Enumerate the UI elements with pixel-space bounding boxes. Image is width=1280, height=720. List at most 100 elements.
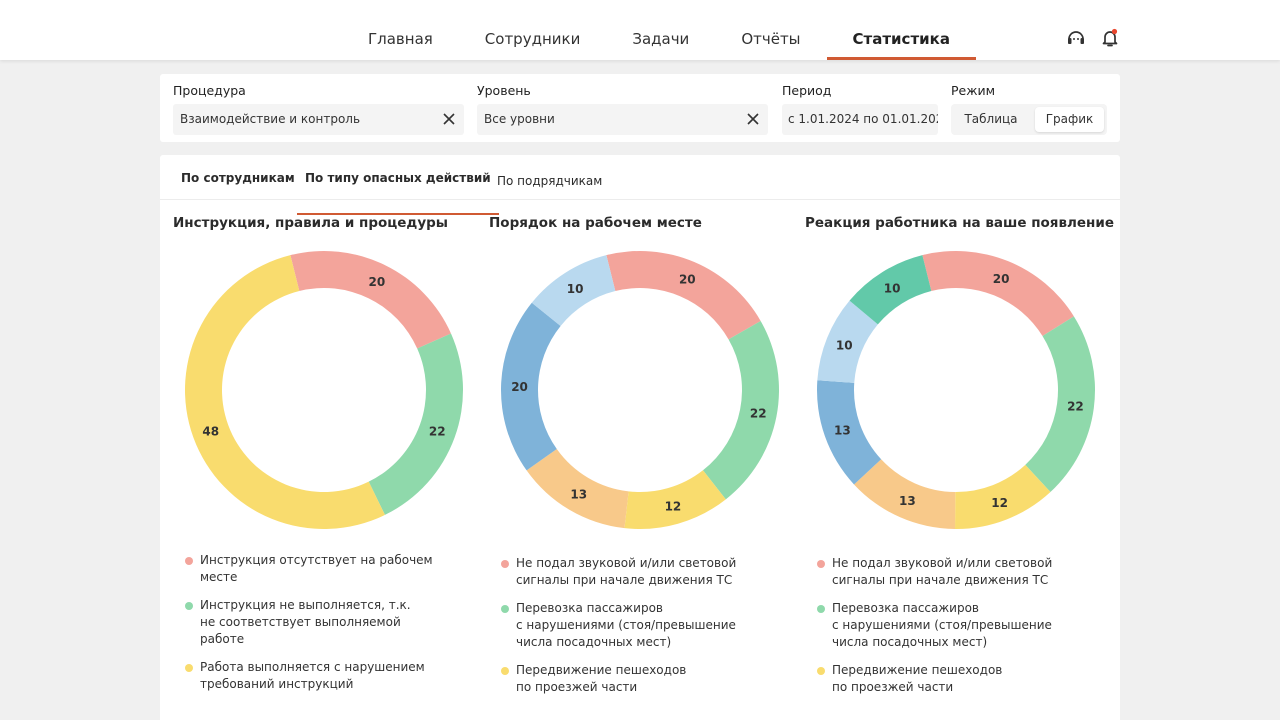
top-navigation-bar: Главная Сотрудники Задачи Отчёты Статист… bbox=[0, 0, 1280, 60]
chart-legend: Инструкция отсутствует на рабочем месте И… bbox=[185, 552, 465, 704]
legend-color-dot bbox=[501, 605, 509, 613]
legend-item: Перевозка пассажиров с нарушениями (стоя… bbox=[501, 600, 781, 651]
donut-slice bbox=[606, 251, 761, 340]
level-value: Все уровни bbox=[484, 112, 555, 126]
legend-color-dot bbox=[185, 602, 193, 610]
legend-color-dot bbox=[817, 560, 825, 568]
legend-item: Работа выполняется с нарушением требован… bbox=[185, 659, 465, 693]
slice-value-label: 10 bbox=[836, 338, 853, 352]
slice-value-label: 13 bbox=[834, 424, 851, 438]
nav-item-home[interactable]: Главная bbox=[368, 30, 433, 48]
legend-color-dot bbox=[501, 667, 509, 675]
mode-label: Режим bbox=[951, 83, 996, 98]
procedure-select[interactable]: Взаимодействие и контроль bbox=[173, 104, 464, 135]
notification-dot bbox=[1111, 28, 1118, 35]
legend-item: Перевозка пассажиров с нарушениями (стоя… bbox=[817, 600, 1097, 651]
legend-item: Инструкция отсутствует на рабочем месте bbox=[185, 552, 465, 586]
slice-value-label: 12 bbox=[991, 496, 1008, 510]
nav-item-employees[interactable]: Сотрудники bbox=[484, 30, 581, 48]
procedure-value: Взаимодействие и контроль bbox=[180, 112, 361, 126]
legend-label: Передвижение пешеходов по проезжей части bbox=[832, 663, 1003, 694]
slice-value-label: 13 bbox=[570, 487, 587, 501]
donut-slice bbox=[1025, 316, 1095, 492]
legend-label: Перевозка пассажиров с нарушениями (стоя… bbox=[832, 601, 1052, 649]
legend-color-dot bbox=[817, 667, 825, 675]
donut-slice bbox=[922, 251, 1074, 336]
filters-panel: Процедура Взаимодействие и контроль Уров… bbox=[160, 74, 1120, 142]
legend-label: Передвижение пешеходов по проезжей части bbox=[516, 663, 687, 694]
slice-value-label: 10 bbox=[884, 281, 901, 295]
nav-item-reports[interactable]: Отчёты bbox=[741, 30, 801, 48]
period-label: Период bbox=[782, 83, 832, 98]
donut-slice bbox=[849, 255, 932, 325]
chart-title: Инструкция, правила и процедуры bbox=[173, 215, 449, 231]
legend-color-dot bbox=[501, 560, 509, 568]
legend-color-dot bbox=[185, 664, 193, 672]
level-label: Уровень bbox=[477, 83, 531, 98]
donut-slice bbox=[526, 448, 629, 529]
legend-label: Не подал звуковой и/или световой сигналы… bbox=[832, 556, 1053, 587]
level-select[interactable]: Все уровни bbox=[477, 104, 768, 135]
mode-chart-option[interactable]: График bbox=[1035, 107, 1104, 132]
clear-level-icon[interactable] bbox=[746, 112, 760, 126]
legend-item: Передвижение пешеходов по проезжей части bbox=[501, 662, 781, 696]
legend-color-dot bbox=[185, 557, 193, 565]
procedure-label: Процедура bbox=[173, 83, 246, 98]
donut-chart: 20 22 12 13 20 10 bbox=[501, 251, 779, 529]
slice-value-label: 20 bbox=[368, 275, 385, 289]
chart-legend: Не подал звуковой и/или световой сигналы… bbox=[501, 555, 781, 707]
legend-color-dot bbox=[817, 605, 825, 613]
period-value: с 1.01.2024 по 01.01.2025 bbox=[788, 112, 938, 126]
chart-title: Порядок на рабочем месте bbox=[489, 215, 702, 231]
donut-slice bbox=[368, 333, 463, 515]
bell-icon[interactable] bbox=[1099, 27, 1121, 49]
tab-by-contractors[interactable]: По подрядчикам bbox=[497, 174, 603, 188]
legend-label: Не подал звуковой и/или световой сигналы… bbox=[516, 556, 737, 587]
donut-slice bbox=[624, 470, 726, 529]
donut-slice bbox=[955, 464, 1051, 529]
legend-label: Инструкция не выполняется, т.к. не соотв… bbox=[200, 598, 411, 646]
donut-chart: 20 22 48 bbox=[185, 251, 463, 529]
slice-value-label: 12 bbox=[665, 499, 682, 513]
chart-legend: Не подал звуковой и/или световой сигналы… bbox=[817, 555, 1097, 707]
slice-value-label: 20 bbox=[511, 380, 528, 394]
legend-item: Передвижение пешеходов по проезжей части bbox=[817, 662, 1097, 696]
slice-value-label: 20 bbox=[993, 272, 1010, 286]
donut-slice bbox=[531, 255, 616, 326]
legend-item: Не подал звуковой и/или световой сигналы… bbox=[817, 555, 1097, 589]
slice-value-label: 13 bbox=[899, 494, 916, 508]
tab-by-employees[interactable]: По сотрудникам bbox=[181, 171, 295, 185]
donut-slice bbox=[854, 459, 956, 529]
legend-label: Инструкция отсутствует на рабочем месте bbox=[200, 553, 433, 584]
slice-value-label: 20 bbox=[679, 273, 696, 287]
nav-item-tasks[interactable]: Задачи bbox=[632, 30, 690, 48]
slice-value-label: 10 bbox=[567, 282, 584, 296]
chart-column: Порядок на рабочем месте 20 22 12 13 20 10 Не… bbox=[476, 200, 792, 720]
legend-label: Перевозка пассажиров с нарушениями (стоя… bbox=[516, 601, 736, 649]
statistics-panel: По сотрудникам По типу опасных действий … bbox=[160, 155, 1120, 720]
donut-chart: 20 22 12 13 13 10 10 bbox=[817, 251, 1095, 529]
legend-item: Не подал звуковой и/или световой сигналы… bbox=[501, 555, 781, 589]
mode-toggle: Таблица График bbox=[951, 104, 1107, 135]
slice-value-label: 22 bbox=[750, 407, 767, 421]
chart-column: Инструкция, правила и процедуры 20 22 48 И… bbox=[160, 200, 476, 720]
donut-slice bbox=[702, 320, 779, 500]
chart-column: Реакция работника на ваше появление 20 22… bbox=[792, 200, 1114, 720]
main-nav: Главная Сотрудники Задачи Отчёты Статист… bbox=[342, 0, 977, 60]
slice-value-label: 22 bbox=[429, 425, 446, 439]
tab-by-hazard-type[interactable]: По типу опасных действий bbox=[297, 171, 499, 215]
period-picker[interactable]: с 1.01.2024 по 01.01.2025 bbox=[782, 104, 938, 135]
support-icon[interactable] bbox=[1065, 27, 1087, 49]
nav-item-statistics[interactable]: Статистика bbox=[826, 0, 977, 60]
donut-slice bbox=[290, 251, 451, 349]
chart-title: Реакция работника на ваше появление bbox=[805, 215, 1114, 231]
donut-slice bbox=[817, 300, 878, 383]
donut-slice bbox=[817, 380, 882, 485]
legend-label: Работа выполняется с нарушением требован… bbox=[200, 660, 425, 691]
mode-table-option[interactable]: Таблица bbox=[964, 112, 1018, 126]
donut-slice bbox=[185, 255, 385, 529]
legend-item: Инструкция не выполняется, т.к. не соотв… bbox=[185, 597, 465, 648]
donut-slice bbox=[501, 302, 561, 471]
slice-value-label: 48 bbox=[202, 425, 219, 439]
clear-procedure-icon[interactable] bbox=[442, 112, 456, 126]
